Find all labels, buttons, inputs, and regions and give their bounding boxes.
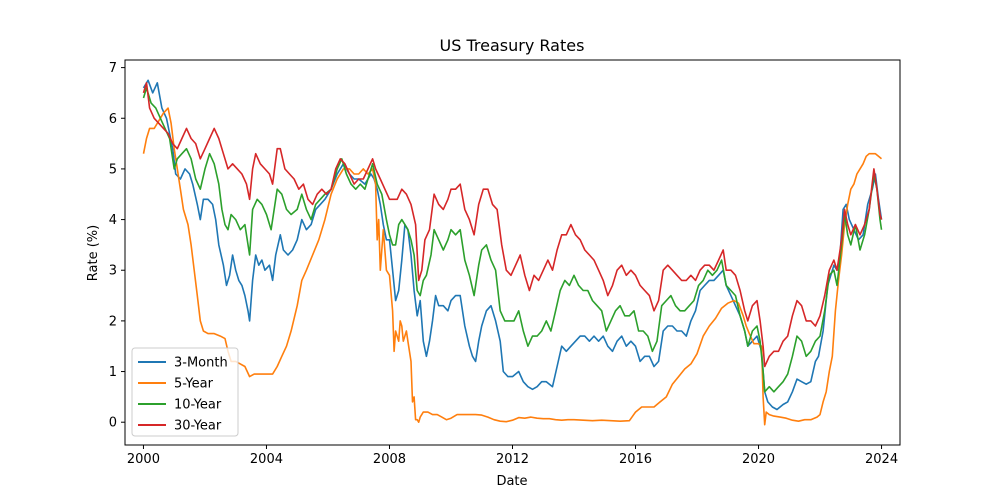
legend-label: 3-Month bbox=[174, 356, 228, 371]
y-tick-label: 3 bbox=[109, 264, 117, 279]
series-line-5-year bbox=[142, 107, 883, 426]
legend: 3-Month 5-Year 10-Year 30-Year bbox=[131, 347, 239, 437]
chart-title: US Treasury Rates bbox=[440, 36, 585, 55]
x-tick-label: 2012 bbox=[496, 452, 529, 467]
x-tick-label: 2004 bbox=[250, 452, 283, 467]
legend-label: 10-Year bbox=[174, 398, 222, 413]
series-line-30-year bbox=[142, 82, 883, 368]
y-tick-label: 0 bbox=[109, 416, 117, 431]
series-layer bbox=[142, 79, 883, 426]
x-tick-label: 2008 bbox=[373, 452, 406, 467]
y-tick-label: 6 bbox=[109, 112, 117, 127]
y-tick-label: 7 bbox=[109, 61, 117, 76]
x-tick-label: 2016 bbox=[619, 452, 652, 467]
y-tick-label: 5 bbox=[109, 162, 117, 177]
legend-box bbox=[131, 347, 239, 437]
y-tick-label: 2 bbox=[109, 314, 117, 329]
x-axis: 2000 2004 2008 2012 2016 2020 2024 bbox=[127, 445, 898, 467]
x-tick-label: 2020 bbox=[742, 452, 775, 467]
x-tick-label: 2024 bbox=[865, 452, 898, 467]
y-axis-label: Rate (%) bbox=[86, 225, 101, 281]
y-axis: 0 1 2 3 4 5 6 7 bbox=[109, 61, 125, 431]
legend-label: 30-Year bbox=[174, 419, 222, 434]
x-tick-label: 2000 bbox=[127, 452, 160, 467]
y-tick-label: 4 bbox=[109, 213, 117, 228]
x-axis-label: Date bbox=[496, 474, 527, 489]
y-tick-label: 1 bbox=[109, 365, 117, 380]
series-line-10-year bbox=[142, 87, 883, 393]
legend-label: 5-Year bbox=[174, 377, 214, 392]
